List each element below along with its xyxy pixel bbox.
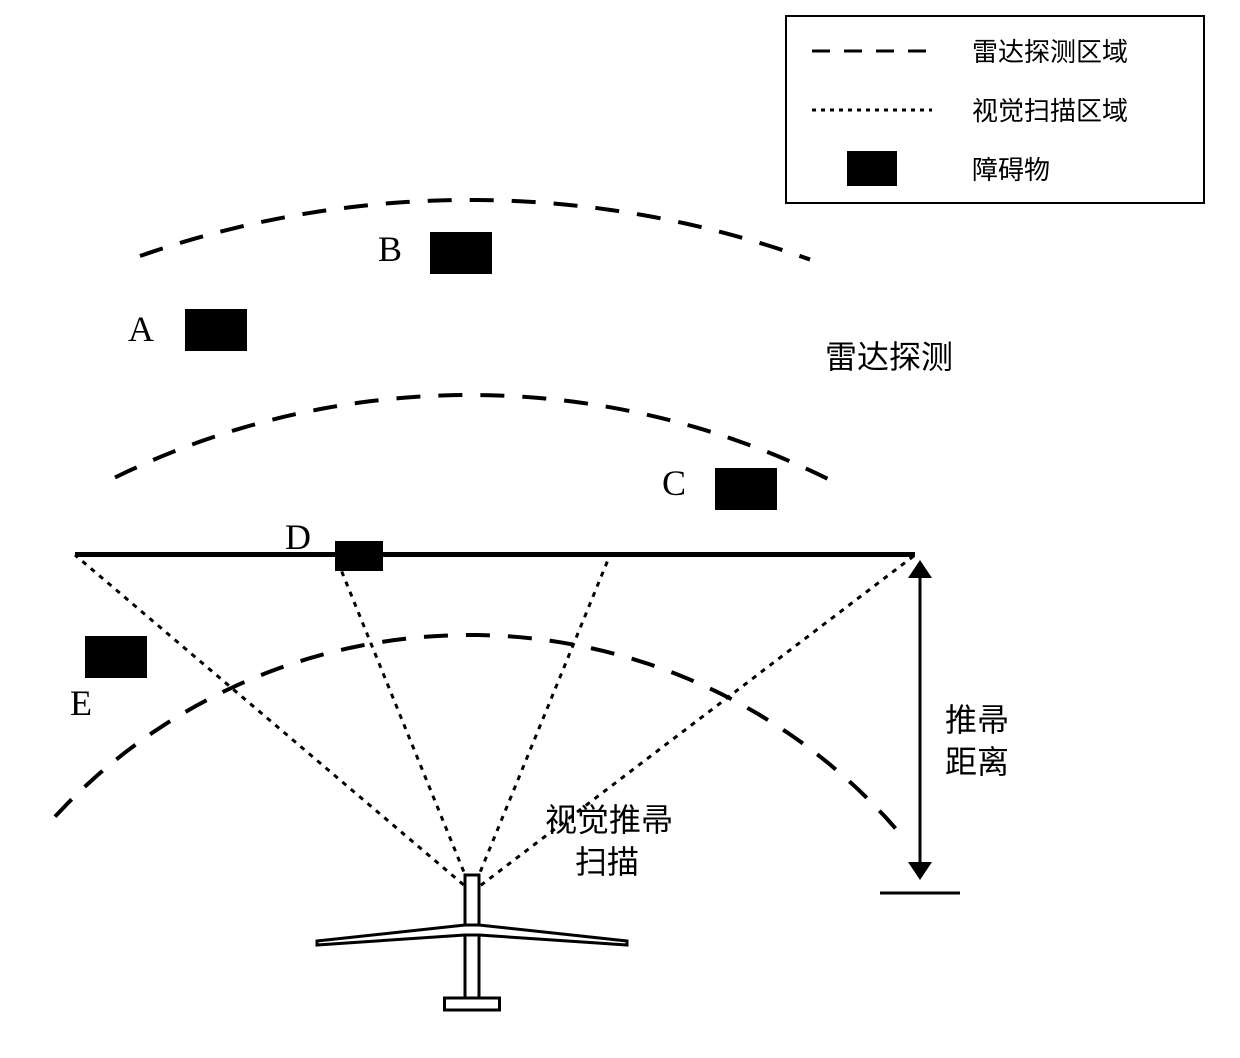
distance-arrow-head-bot bbox=[908, 862, 932, 880]
obstacle-label-B: B bbox=[378, 228, 402, 270]
dist-label-line1: 推帚 bbox=[945, 702, 1009, 738]
legend-dash-icon bbox=[812, 46, 932, 56]
aircraft-tail bbox=[445, 998, 500, 1010]
obstacle-label-E: E bbox=[70, 682, 92, 724]
legend-item-radar: 雷达探测区域 bbox=[812, 32, 1178, 69]
pushbroom-distance-label: 推帚 距离 bbox=[945, 700, 1009, 783]
scan-ray-3 bbox=[472, 555, 915, 892]
scan-ray-0 bbox=[75, 555, 472, 892]
legend-label-obstacle: 障碍物 bbox=[972, 150, 1050, 187]
obstacle-B bbox=[430, 232, 492, 274]
radar-label-text: 雷达探测 bbox=[825, 339, 953, 375]
aircraft-fuselage bbox=[465, 875, 479, 1010]
radar-detection-label: 雷达探测 bbox=[825, 332, 953, 378]
legend-label-radar: 雷达探测区域 bbox=[972, 32, 1128, 69]
obstacle-C bbox=[715, 468, 777, 510]
obstacle-label-A: A bbox=[128, 308, 154, 350]
obstacle-D bbox=[335, 541, 383, 571]
scan-label-line1: 视觉推帚 bbox=[545, 802, 673, 838]
horizon-line bbox=[75, 552, 915, 557]
obstacle-A bbox=[185, 309, 247, 351]
legend-dot-icon bbox=[812, 105, 932, 115]
aircraft-wings bbox=[317, 925, 627, 945]
legend-rect-icon bbox=[847, 151, 897, 186]
legend-item-scan: 视觉扫描区域 bbox=[812, 91, 1178, 128]
distance-arrow-head-top bbox=[908, 560, 932, 578]
visual-scan-label: 视觉推帚 扫描 bbox=[545, 800, 673, 883]
legend-label-scan: 视觉扫描区域 bbox=[972, 91, 1128, 128]
obstacle-label-D: D bbox=[285, 516, 311, 558]
scan-label-line2: 扫描 bbox=[575, 844, 639, 880]
legend-item-obstacle: 障碍物 bbox=[812, 150, 1178, 187]
obstacle-E bbox=[85, 636, 147, 678]
radar-arc-2 bbox=[55, 635, 900, 833]
scan-ray-1 bbox=[335, 555, 472, 892]
diagram: A B C D E 雷达探测 视觉推帚 扫描 推帚 距离 雷达探测区域 视觉扫描区域 障… bbox=[0, 0, 1240, 1058]
obstacle-label-C: C bbox=[662, 462, 686, 504]
legend: 雷达探测区域 视觉扫描区域 障碍物 bbox=[785, 15, 1205, 204]
dist-label-line2: 距离 bbox=[945, 744, 1009, 780]
